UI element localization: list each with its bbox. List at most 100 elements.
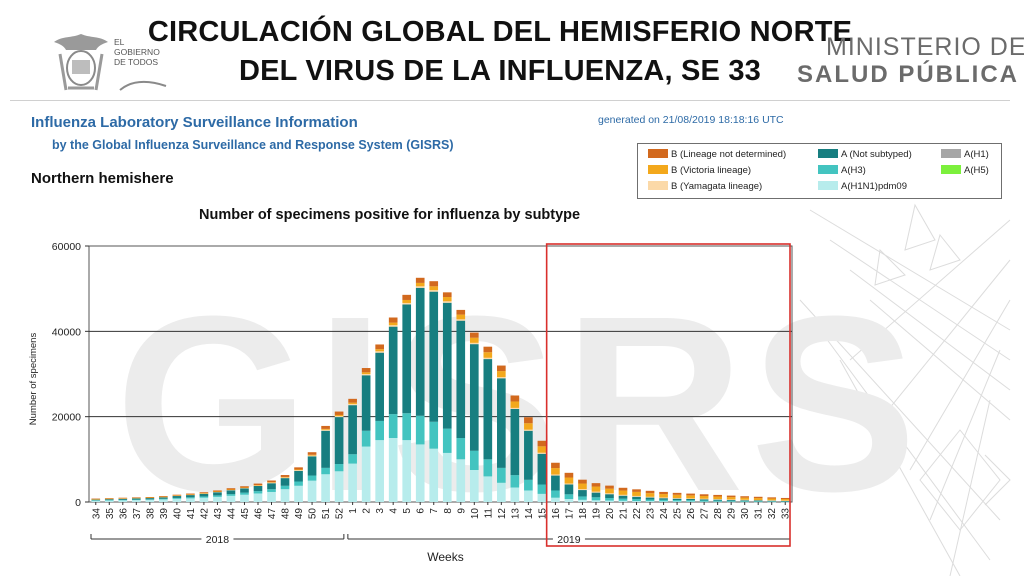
- x-tick-label: 44: [226, 508, 237, 520]
- bar-segment: [375, 352, 384, 421]
- bar-segment: [659, 498, 668, 500]
- bar-segment: [469, 337, 479, 343]
- bar-segment: [591, 497, 601, 501]
- bar-segment: [186, 494, 195, 498]
- bar-segment: [375, 440, 384, 502]
- bar-segment: [524, 429, 533, 431]
- bar-segment: [294, 485, 303, 502]
- bar-segment: [199, 493, 209, 494]
- bar-segment: [767, 500, 777, 501]
- x-tick-label: 27: [700, 508, 711, 520]
- x-tick-label: 18: [578, 508, 589, 520]
- bar-segment: [497, 365, 506, 372]
- bar-segment: [537, 484, 547, 494]
- bar-segment: [780, 499, 790, 501]
- bar-segment: [524, 490, 533, 502]
- x-tick-label: 39: [159, 508, 170, 520]
- bar-segment: [321, 467, 330, 475]
- bar-segment: [388, 438, 398, 502]
- bar-segment: [469, 344, 479, 451]
- bar-segment: [429, 291, 439, 422]
- bar-segment: [632, 491, 641, 496]
- bar-segment: [240, 492, 249, 495]
- bar-segment: [645, 501, 655, 502]
- x-tick-label: 52: [335, 508, 346, 520]
- bar-segment: [415, 277, 425, 283]
- legend-item: A(H3): [818, 165, 866, 176]
- x-tick-label: 36: [118, 508, 129, 520]
- bar-segment: [578, 479, 587, 484]
- bar-segment: [659, 491, 668, 495]
- bar-segment: [240, 486, 249, 488]
- bar-segment: [429, 448, 439, 502]
- slide-title-line-1: CIRCULACIÓN GLOBAL DEL HEMISFERIO NORTE: [147, 16, 853, 48]
- bar-segment: [753, 501, 763, 503]
- bar-segment: [172, 497, 182, 499]
- bar-segment: [145, 497, 155, 500]
- bar-segment: [388, 322, 398, 326]
- x-tick-label: 23: [646, 508, 657, 520]
- bar-segment: [361, 375, 371, 431]
- chart-title: Number of specimens positive for influen…: [199, 207, 581, 223]
- bar-segment: [415, 282, 425, 287]
- bar-segment: [713, 499, 722, 500]
- bar-segment: [551, 497, 560, 502]
- bar-segment: [348, 405, 357, 455]
- x-tick-label: 1: [348, 508, 359, 514]
- legend-swatch: [648, 149, 668, 158]
- bar-segment: [361, 430, 371, 447]
- bar-segment: [551, 474, 560, 476]
- bar-segment: [159, 498, 168, 500]
- bar-segment: [645, 496, 655, 498]
- bar-segment: [321, 430, 330, 468]
- bar-segment: [591, 486, 601, 492]
- bar-segment: [91, 498, 101, 500]
- bar-segment: [605, 498, 614, 501]
- x-tick-label: 17: [564, 508, 575, 520]
- x-tick-label: 21: [619, 508, 630, 520]
- bar-segment: [551, 468, 560, 475]
- bar-segment: [578, 490, 587, 497]
- bar-segment: [375, 349, 384, 352]
- x-tick-label: 9: [456, 508, 467, 514]
- bar-segment: [767, 498, 777, 501]
- x-tick-label: 14: [524, 508, 535, 520]
- x-tick-label: 32: [767, 508, 778, 520]
- bar-segment: [524, 423, 533, 430]
- bar-segment: [605, 500, 614, 502]
- bar-segment: [226, 494, 236, 496]
- year-label-bg: [552, 533, 585, 545]
- bar-segment: [578, 496, 587, 500]
- bar-segment: [199, 493, 209, 494]
- hemisphere-label: Northern hemishere: [31, 170, 174, 187]
- bar-segment: [267, 480, 276, 483]
- x-tick-label: 33: [781, 508, 792, 520]
- bar-segment: [483, 459, 493, 477]
- bar-segment: [632, 489, 641, 492]
- ministry-logo-line-1: MINISTERIO DE: [826, 33, 1024, 61]
- bar-segment: [131, 500, 141, 502]
- bar-segment: [713, 494, 722, 497]
- bar-segment: [659, 499, 668, 502]
- bar-segment: [348, 463, 357, 502]
- x-tick-label: 26: [686, 508, 697, 520]
- bar-segment: [551, 490, 560, 498]
- bar-segment: [280, 477, 290, 479]
- bar-segment: [591, 491, 601, 493]
- bar-segment: [429, 290, 439, 292]
- bar-segment: [442, 297, 452, 302]
- bar-segment: [131, 497, 141, 498]
- x-tick-label: 3: [375, 508, 386, 514]
- legend-label: A (Not subtyped): [841, 149, 912, 160]
- bar-segment: [253, 491, 263, 494]
- x-tick-label: 37: [132, 508, 143, 520]
- bar-segment: [334, 414, 344, 417]
- bar-segment: [767, 497, 777, 499]
- legend-label: A(H1N1)pdm09: [841, 181, 907, 192]
- bar-segment: [307, 475, 317, 481]
- bar-segment: [672, 500, 682, 502]
- x-tick-label: 50: [308, 508, 319, 520]
- year-label: 2019: [557, 534, 581, 546]
- bar-segment: [429, 421, 439, 449]
